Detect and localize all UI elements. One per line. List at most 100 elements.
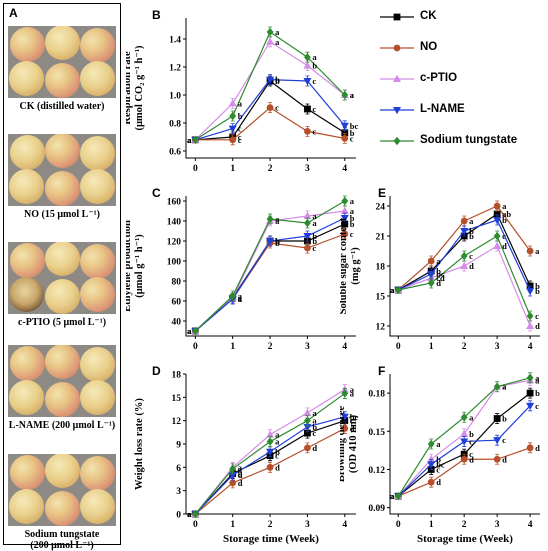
data-point (229, 111, 237, 121)
significance-letter: a (275, 216, 280, 226)
fruit-image (80, 28, 115, 63)
significance-letter: a (390, 491, 395, 501)
significance-letter: a (187, 326, 192, 336)
data-point (526, 373, 534, 383)
legend-marker (393, 44, 401, 52)
significance-letter: d (469, 261, 474, 271)
significance-letter: a (436, 256, 441, 266)
significance-letter: a (238, 294, 243, 304)
y-tick-label: 0.18 (368, 390, 385, 400)
significance-letter: a (350, 385, 355, 395)
panel-letter-e: E (378, 186, 387, 200)
significance-letter: a (275, 27, 280, 37)
significance-letter: b (312, 422, 317, 432)
x-tick-label: 0 (396, 342, 401, 352)
data-point (460, 429, 469, 437)
significance-letter: a (390, 285, 395, 295)
significance-letter: a (436, 439, 441, 449)
data-point (427, 478, 435, 486)
significance-letter: a (350, 206, 355, 216)
significance-letter: b (350, 219, 355, 229)
fruit-image (10, 455, 45, 490)
data-point (493, 231, 501, 241)
data-point (526, 321, 535, 329)
significance-letter: d (535, 321, 540, 331)
x-tick-label: 2 (268, 520, 273, 530)
legend-label: CK (420, 10, 437, 22)
axis-frame (389, 374, 540, 515)
y-tick-label: 12 (376, 323, 386, 333)
y-tick-label: 40 (172, 318, 182, 328)
significance-letter: c (275, 451, 279, 461)
data-point (340, 413, 349, 421)
significance-letter: c (350, 416, 354, 426)
data-point (304, 53, 311, 62)
data-point (526, 402, 535, 411)
fruit-image (80, 169, 115, 204)
x-tick-label: 3 (305, 164, 310, 174)
data-point (493, 382, 501, 391)
significance-letter: b (275, 236, 280, 246)
significance-letter: a (187, 509, 192, 519)
significance-letter: b (469, 429, 474, 439)
respiration-rate-chart: 0.6 0.8 1.0 1.2 1.4 0 1 2 3 4 Respiration rate (μmo… (126, 18, 359, 174)
significance-letter: c (312, 76, 316, 86)
significance-letter: a (312, 416, 317, 426)
browning-degree-chart: 0.09 0.12 0.15 0.18 0 1 2 3 4 Browning degree (OD … (340, 372, 540, 545)
data-point (266, 238, 275, 246)
significance-letter: b (312, 231, 317, 241)
photo-caption: c-PTIO (5 μmol L⁻¹) (17, 317, 107, 328)
significance-letter: b (312, 61, 317, 71)
significance-letter: a (275, 214, 280, 224)
data-point (191, 135, 199, 144)
significance-letter: c (469, 449, 473, 459)
data-point (266, 76, 275, 84)
significance-letter: a (238, 293, 243, 303)
data-point (340, 122, 349, 130)
series-sodium-tungstate (191, 388, 349, 519)
fruit-photo (8, 242, 116, 314)
significance-letter: a (275, 437, 280, 447)
data-point (266, 448, 275, 456)
fruit-image (45, 242, 80, 276)
significance-letter: d (436, 278, 441, 288)
fruit-image (80, 61, 115, 96)
fruit-image (10, 27, 45, 62)
y-tick-label: 0 (176, 511, 181, 521)
legend: CK NO c-PTIO L-NAME Sodium tungstate (378, 8, 546, 168)
legend-entry: Sodium tungstate (378, 132, 546, 152)
significance-letter: a (187, 326, 192, 336)
x-tick-label: 3 (305, 342, 310, 352)
data-point (526, 311, 534, 321)
significance-letter: c (469, 251, 473, 261)
significance-letter: b (535, 388, 540, 398)
x-tick-label: 4 (528, 520, 533, 530)
significance-letter: c (238, 135, 242, 145)
significance-letter: b (275, 75, 280, 85)
series-l-name (191, 212, 349, 336)
photo-caption: L-NAME (200 μmol L⁻¹) (8, 420, 116, 431)
y-tick-label: 1.0 (169, 92, 181, 102)
significance-letter: c (502, 435, 506, 445)
x-tick-label: 3 (305, 520, 310, 530)
data-point (303, 61, 312, 69)
data-point (460, 228, 469, 236)
data-point (266, 463, 274, 471)
legend-entry: c-PTIO (378, 70, 546, 90)
y-tick-label: 6 (176, 464, 181, 474)
significance-letter: c (350, 133, 354, 143)
significance-letter: d (469, 454, 474, 464)
significance-letter: d (502, 454, 507, 464)
data-point (460, 251, 468, 261)
x-axis-label: Storage time (Week) (223, 533, 319, 545)
fruit-image (45, 279, 80, 314)
legend-marker (393, 13, 401, 21)
data-point (493, 241, 502, 249)
significance-letter: b (436, 266, 441, 276)
y-tick-label: 0.12 (368, 466, 385, 476)
legend-marker (393, 107, 401, 115)
panel-letter-f: F (378, 364, 386, 378)
significance-letter: a (187, 135, 192, 145)
y-tick-label: 15 (376, 293, 386, 303)
